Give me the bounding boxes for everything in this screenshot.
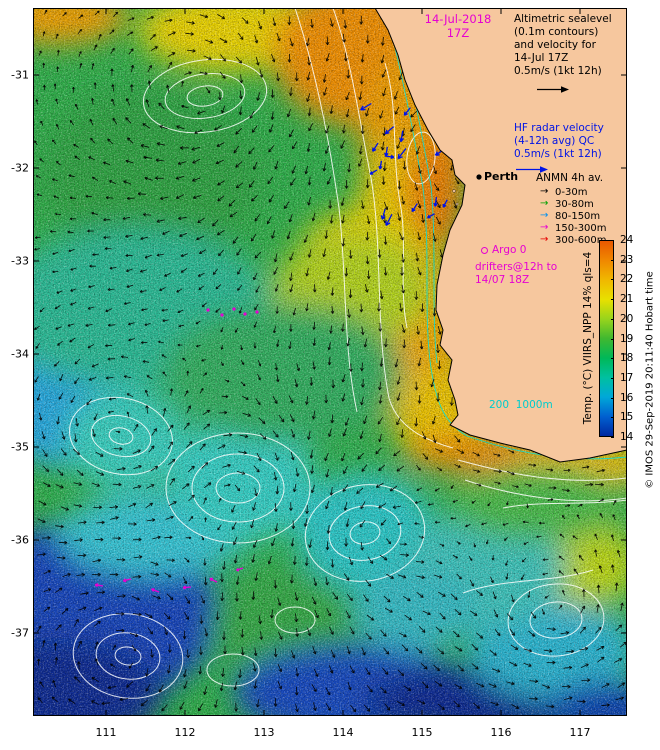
colorbar-tick-label: 22 bbox=[620, 273, 634, 286]
colorbar-tick-label: 14 bbox=[620, 431, 634, 443]
colorbar-tick-label: 16 bbox=[620, 391, 634, 404]
argo-legend: Argo 0 bbox=[481, 238, 526, 257]
argo-label: Argo 0 bbox=[492, 244, 527, 256]
anmn-item-label: 0-30m bbox=[555, 186, 588, 198]
colorbar-tick-mark bbox=[611, 397, 614, 399]
anmn-legend-item: → 30-80m bbox=[540, 198, 607, 210]
colorbar-tick-mark bbox=[611, 318, 614, 320]
x-tick-label: 117 bbox=[569, 726, 591, 739]
colorbar-tick-mark bbox=[611, 299, 614, 301]
colorbar-tick-label: 24 bbox=[620, 234, 634, 246]
perth-dot bbox=[476, 174, 482, 180]
y-tick-label: -31 bbox=[11, 68, 29, 82]
anmn-legend-item: → 150-300m bbox=[540, 222, 607, 234]
mooring-arrow-icon: → bbox=[540, 198, 549, 209]
colorbar-label: Temp. (°C) VIIRS_NPP 14% qls=4 bbox=[582, 251, 594, 425]
y-tick-label: -36 bbox=[11, 533, 29, 547]
drifters-label: drifters@12h to 14/07 18Z bbox=[475, 261, 558, 286]
y-axis-tick-labels: -31 -32 -33 -34 -35 -36 -37 bbox=[0, 0, 31, 750]
colorbar-tick-label: 15 bbox=[620, 411, 634, 424]
x-tick-label: 115 bbox=[411, 726, 433, 739]
date-label: 14-Jul-2018 17Z bbox=[424, 12, 492, 40]
anmn-legend-item: → 300-600m bbox=[540, 234, 607, 246]
island-speck bbox=[452, 189, 456, 193]
anmn-item-label: 150-300m bbox=[555, 222, 607, 234]
x-tick-label: 113 bbox=[253, 726, 275, 739]
colorbar-tick-label: 17 bbox=[620, 371, 634, 384]
colorbar-tick-mark bbox=[611, 358, 614, 360]
city-label: Perth bbox=[484, 170, 519, 183]
y-tick-label: -34 bbox=[11, 347, 29, 361]
hf-radar-legend-text: HF radar velocity (4-12h avg) QC 0.5m/s … bbox=[514, 122, 604, 160]
map-plot-area bbox=[33, 8, 627, 716]
colorbar-tick-mark bbox=[611, 377, 614, 379]
colorbar-tick-mark bbox=[611, 338, 614, 340]
mooring-arrow-icon: → bbox=[540, 210, 549, 221]
y-tick-label: -32 bbox=[11, 161, 29, 175]
mooring-arrow-icon: → bbox=[540, 186, 549, 197]
colorbar-tick-label: 21 bbox=[620, 293, 634, 306]
anmn-item-label: 300-600m bbox=[555, 234, 607, 246]
colorbar-tick-mark bbox=[611, 417, 614, 419]
hf-velocity-scale-arrow-icon bbox=[516, 166, 548, 173]
colorbar-tick-label: 18 bbox=[620, 352, 634, 365]
y-tick-label: -35 bbox=[11, 440, 29, 454]
anmn-item-label: 80-150m bbox=[555, 210, 601, 222]
colorbar-tick-mark bbox=[611, 437, 614, 438]
velocity-arrows bbox=[34, 9, 627, 713]
colorbar-tick-mark bbox=[611, 240, 614, 241]
map-canvas bbox=[33, 8, 627, 716]
mooring-arrow-icon: → bbox=[540, 234, 549, 245]
y-tick-label: -37 bbox=[11, 626, 29, 640]
colorbar-tick-label: 23 bbox=[620, 253, 634, 266]
mooring-arrow-icon: → bbox=[540, 222, 549, 233]
isobath-scale-label: 200 1000m bbox=[489, 399, 553, 411]
island-speck bbox=[455, 202, 459, 206]
velocity-scale-arrow-icon bbox=[537, 86, 569, 93]
land-polygon bbox=[374, 8, 627, 463]
anmn-legend-list: → 0-30m → 30-80m → 80-150m → 150-300m → 300-600m bbox=[540, 186, 607, 246]
anmn-legend-item: → 0-30m bbox=[540, 186, 607, 198]
argo-marker-icon bbox=[481, 247, 488, 254]
colorbar-tick-label: 20 bbox=[620, 312, 634, 325]
copyright-text: © IMOS 29-Sep-2019 20:11:40 Hobart time bbox=[644, 271, 656, 489]
anmn-legend-item: → 80-150m bbox=[540, 210, 607, 222]
anmn-item-label: 30-80m bbox=[555, 198, 594, 210]
colorbar-tick-label: 19 bbox=[620, 332, 634, 345]
altimetric-legend-text: Altimetric sealevel (0.1m contours) and … bbox=[514, 13, 612, 77]
anmn-title: ANMN 4h av. bbox=[536, 172, 604, 184]
x-axis-tick-labels: 111 112 113 114 115 116 117 bbox=[0, 726, 660, 744]
colorbar-tick-mark bbox=[611, 259, 614, 261]
plot-frame bbox=[33, 8, 627, 716]
x-tick-label: 114 bbox=[332, 726, 354, 739]
x-tick-label: 116 bbox=[490, 726, 512, 739]
x-tick-label: 111 bbox=[95, 726, 117, 739]
x-tick-label: 112 bbox=[174, 726, 196, 739]
colorbar-tick-mark bbox=[611, 279, 614, 281]
y-tick-label: -33 bbox=[11, 254, 29, 268]
